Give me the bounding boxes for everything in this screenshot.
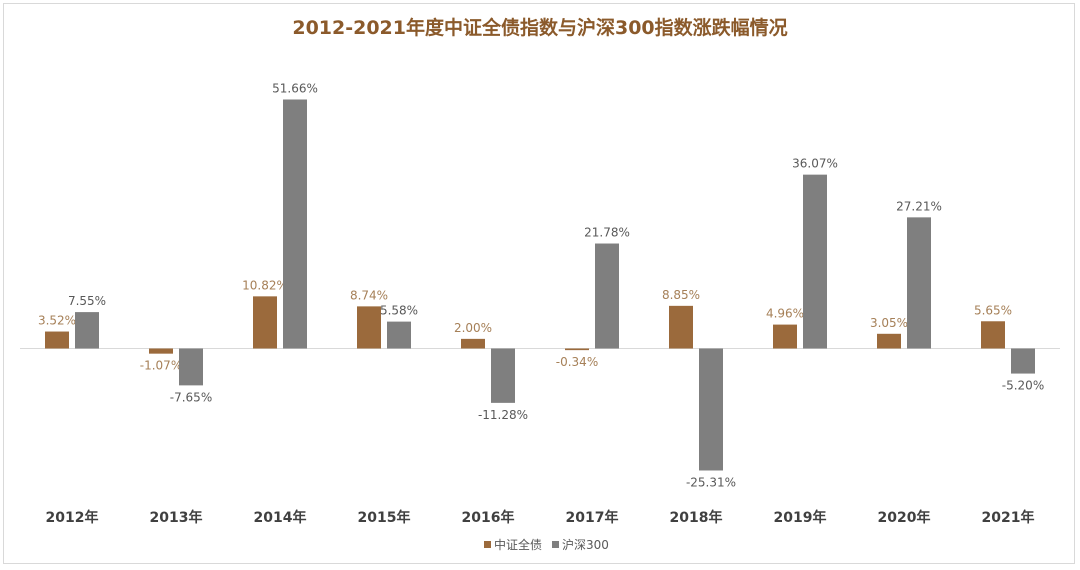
data-label: 2.00% [454, 321, 492, 335]
x-tick-label: 2020年 [878, 509, 931, 526]
data-label: -1.07% [140, 359, 182, 373]
data-label: 3.52% [38, 314, 76, 328]
data-label: 8.85% [662, 288, 700, 302]
legend-swatch [484, 541, 491, 548]
bar-bond [773, 324, 797, 349]
data-label: 10.82% [242, 278, 288, 292]
bar-csi300 [699, 348, 723, 471]
x-tick-label: 2017年 [566, 509, 619, 526]
bar-csi300 [595, 243, 619, 349]
data-label: 51.66% [272, 81, 318, 95]
bar-csi300 [283, 99, 307, 349]
bar-csi300 [907, 217, 931, 349]
data-label: 21.78% [584, 226, 630, 240]
chart-frame [3, 3, 1075, 564]
x-tick-label: 2013年 [150, 509, 203, 526]
data-label: 27.21% [896, 199, 942, 213]
legend: 中证全债 沪深300 [484, 537, 609, 552]
data-label: -7.65% [170, 390, 212, 404]
data-label: 5.65% [974, 303, 1012, 317]
bar-csi300 [387, 321, 411, 349]
data-label: 3.05% [870, 316, 908, 330]
bar-bond [45, 331, 69, 349]
bar-bond [357, 306, 381, 349]
data-label: 5.58% [380, 304, 418, 318]
x-tick-label: 2019年 [774, 509, 827, 526]
bar-csi300 [1011, 348, 1035, 374]
bar-bond [981, 321, 1005, 349]
data-label: -11.28% [478, 408, 528, 422]
bar-csi300 [491, 348, 515, 403]
bar-bond [565, 348, 589, 351]
chart-title: 2012-2021年度中证全债指数与沪深300指数涨跌幅情况 [292, 16, 787, 39]
bar-csi300 [179, 348, 203, 386]
bar-bond [253, 296, 277, 349]
legend-label: 沪深300 [562, 538, 609, 552]
bar-bond [149, 348, 173, 354]
bar-csi300 [803, 174, 827, 349]
bar-bond [877, 333, 901, 349]
x-tick-label: 2016年 [462, 509, 515, 526]
bar-csi300 [75, 312, 99, 349]
data-label: -0.34% [556, 355, 598, 369]
x-tick-label: 2014年 [254, 509, 307, 526]
x-tick-label: 2018年 [670, 509, 723, 526]
data-label: 36.07% [792, 157, 838, 171]
x-tick-label: 2021年 [982, 509, 1035, 526]
data-label: 7.55% [68, 294, 106, 308]
legend-swatch [552, 541, 559, 548]
x-tick-label: 2012年 [46, 509, 99, 526]
data-label: 8.74% [350, 288, 388, 302]
bar-bond [669, 305, 693, 349]
data-label: -5.20% [1002, 379, 1044, 393]
legend-label: 中证全债 [494, 537, 542, 552]
data-label: 4.96% [766, 307, 804, 321]
bar-bond [461, 338, 485, 349]
data-label: -25.31% [686, 475, 736, 489]
x-tick-label: 2015年 [358, 509, 411, 526]
